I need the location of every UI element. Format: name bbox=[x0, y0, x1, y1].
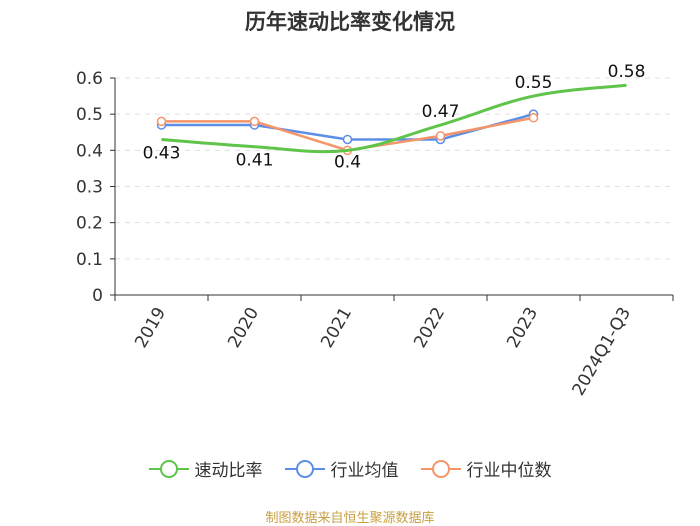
legend-item-industry-median[interactable]: 行业中位数 bbox=[420, 456, 552, 481]
legend-label: 速动比率 bbox=[194, 461, 263, 481]
y-tick-label: 0 bbox=[92, 286, 103, 306]
data-label: 0.43 bbox=[143, 143, 181, 163]
legend-label: 行业中位数 bbox=[466, 461, 552, 481]
data-label: 0.41 bbox=[236, 151, 274, 171]
y-tick-label: 0.4 bbox=[76, 141, 103, 161]
series-lines bbox=[156, 83, 627, 156]
data-labels: 0.43 0.41 0.4 0.47 0.55 0.58 bbox=[143, 62, 646, 172]
x-tick-label: 2021 bbox=[317, 304, 356, 351]
legend-marker-icon bbox=[148, 459, 189, 478]
y-tick-label: 0.2 bbox=[76, 214, 103, 234]
data-label: 0.55 bbox=[515, 73, 553, 93]
data-point bbox=[249, 116, 260, 127]
legend: 速动比率 行业均值 行业中位数 bbox=[0, 456, 700, 481]
data-label: 0.58 bbox=[608, 62, 646, 82]
y-tick-label: 0.1 bbox=[76, 250, 103, 270]
x-tick-label: 2023 bbox=[503, 304, 542, 351]
legend-item-quick-ratio[interactable]: 速动比率 bbox=[148, 456, 263, 481]
legend-marker-icon bbox=[420, 459, 461, 478]
data-point bbox=[342, 134, 353, 145]
source-note: 制图数据来自恒生聚源数据库 bbox=[265, 511, 435, 526]
series-line bbox=[161, 83, 627, 154]
data-label: 0.47 bbox=[422, 102, 460, 122]
data-point bbox=[528, 113, 539, 123]
data-point bbox=[156, 116, 167, 127]
x-tick-label: 2024Q1-Q3 bbox=[569, 304, 636, 399]
legend-item-industry-mean[interactable]: 行业均值 bbox=[284, 456, 399, 481]
chart-title: 历年速动比率变化情况 bbox=[245, 10, 455, 34]
y-tick-label: 0.5 bbox=[76, 105, 103, 125]
legend-label: 行业均值 bbox=[330, 461, 399, 481]
data-label: 0.4 bbox=[334, 152, 361, 172]
axes: 0 0.1 0.2 0.3 0.4 0.5 0.6 2019 2020 2021 2022 2023 2… bbox=[76, 69, 674, 399]
grid-lines bbox=[115, 77, 673, 260]
legend-marker-icon bbox=[284, 459, 325, 478]
x-tick-label: 2019 bbox=[131, 304, 170, 351]
x-tick-label: 2020 bbox=[224, 304, 263, 351]
y-tick-label: 0.3 bbox=[76, 178, 103, 198]
data-point bbox=[435, 131, 446, 141]
y-tick-label: 0.6 bbox=[76, 69, 103, 89]
x-tick-label: 2022 bbox=[410, 304, 449, 351]
